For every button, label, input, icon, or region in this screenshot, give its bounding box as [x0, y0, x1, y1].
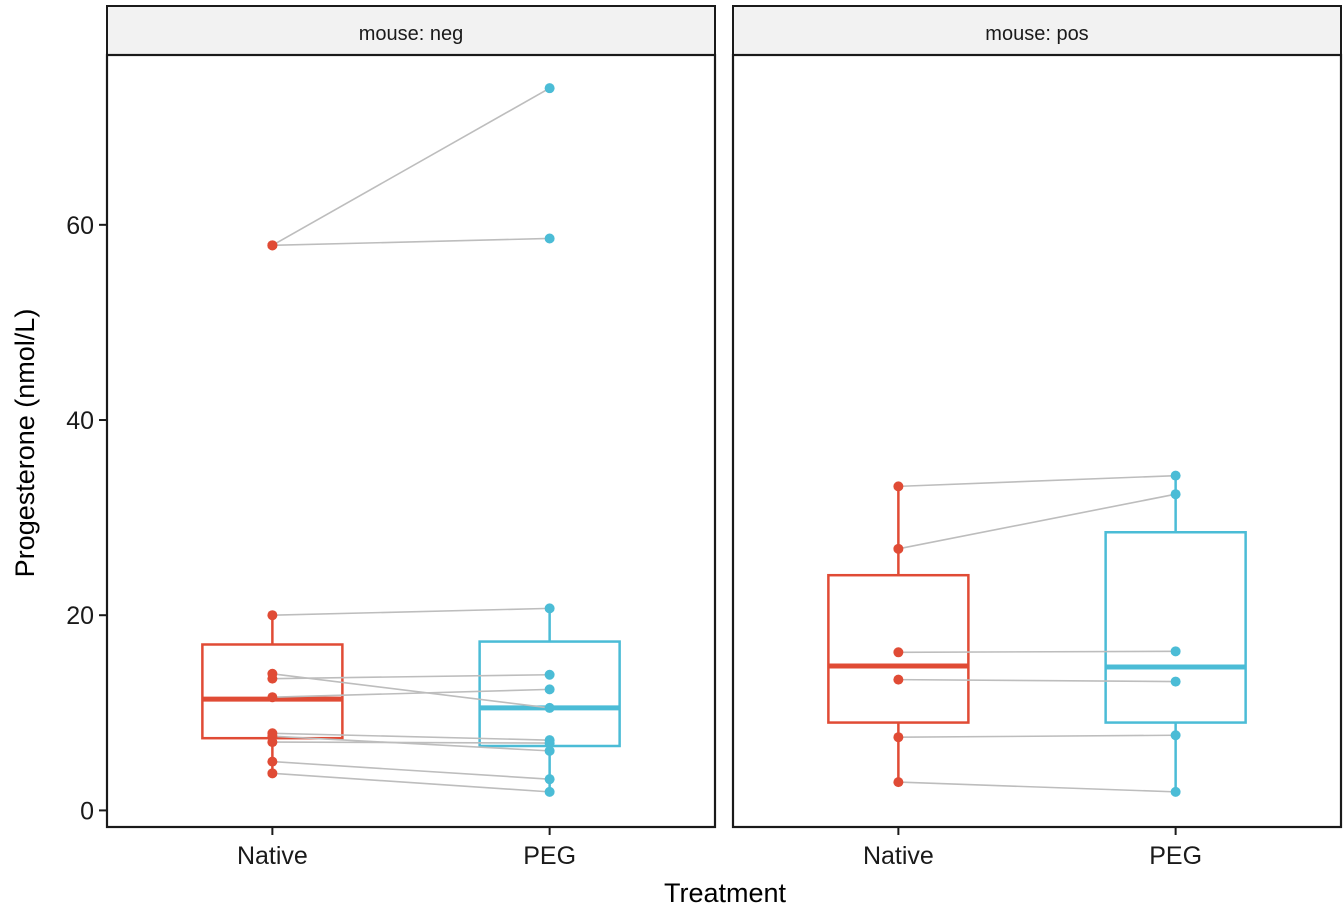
facet-panel: mouse: neg Native PEG	[105, 5, 717, 870]
data-point-native	[267, 768, 278, 779]
data-point-peg	[544, 603, 555, 614]
data-point-peg	[544, 83, 555, 94]
pair-line	[898, 734, 1176, 739]
data-point-native	[893, 732, 904, 743]
data-point-native	[267, 692, 278, 703]
pair-line	[272, 607, 550, 617]
data-point-native	[267, 610, 278, 621]
pair-line	[898, 678, 1176, 683]
facet-strip-label: mouse: neg	[359, 23, 464, 45]
pair-line	[898, 781, 1176, 793]
facet-panel: mouse: pos Native PEG	[731, 5, 1343, 870]
data-point-peg	[1170, 676, 1181, 687]
data-point-native	[267, 668, 278, 679]
y-tick-label: 60	[66, 212, 94, 240]
pair-line	[272, 772, 550, 793]
data-point-peg	[1170, 646, 1181, 657]
panel-border	[731, 53, 1343, 829]
data-point-native	[893, 481, 904, 492]
data-point-peg	[544, 669, 555, 680]
pair-line	[271, 87, 551, 247]
pair-line	[272, 732, 550, 741]
y-tick-label: 20	[66, 602, 94, 630]
pair-line	[272, 741, 550, 744]
box-iqr	[1104, 531, 1247, 724]
pair-line	[898, 474, 1176, 488]
x-axis-title: Treatment	[664, 878, 787, 908]
pair-line	[272, 672, 550, 709]
data-point-peg	[544, 774, 555, 785]
data-point-peg	[544, 684, 555, 695]
facet-strip	[106, 5, 716, 56]
data-point-native	[893, 777, 904, 788]
y-axis-title: Progesterone (nmol/L)	[10, 309, 40, 578]
data-point-peg	[1170, 786, 1181, 797]
data-point-peg	[544, 745, 555, 756]
pair-line	[898, 493, 1176, 550]
data-point-peg	[544, 738, 555, 749]
pair-line	[272, 673, 550, 680]
y-axis: 0 20 40 60	[66, 212, 107, 825]
data-point-native	[893, 674, 904, 685]
panel-border	[105, 53, 717, 829]
x-tick-label: PEG	[523, 842, 576, 870]
y-tick-label: 0	[80, 797, 94, 825]
data-point-peg	[544, 786, 555, 797]
data-point-native	[267, 737, 278, 748]
pair-line	[898, 650, 1176, 654]
x-tick-label: PEG	[1149, 842, 1202, 870]
pair-line	[272, 237, 550, 247]
box-iqr	[201, 643, 344, 740]
data-point-peg	[1170, 470, 1181, 481]
x-tick-label: Native	[863, 842, 934, 870]
data-point-native	[893, 647, 904, 658]
data-point-peg	[544, 702, 555, 713]
y-tick-label: 40	[66, 407, 94, 435]
data-point-native	[267, 240, 278, 251]
pair-line	[272, 735, 550, 752]
data-point-peg	[544, 233, 555, 244]
pair-line	[272, 760, 550, 780]
data-point-native	[267, 756, 278, 767]
facet-panels: mouse: neg Native PEG mouse: pos Native PEG	[105, 5, 1343, 870]
x-tick-label: Native	[237, 842, 308, 870]
data-point-peg	[1170, 489, 1181, 500]
data-point-native	[893, 543, 904, 554]
facet-strip-label: mouse: pos	[985, 23, 1088, 45]
data-point-peg	[1170, 730, 1181, 741]
pair-line	[272, 688, 550, 698]
